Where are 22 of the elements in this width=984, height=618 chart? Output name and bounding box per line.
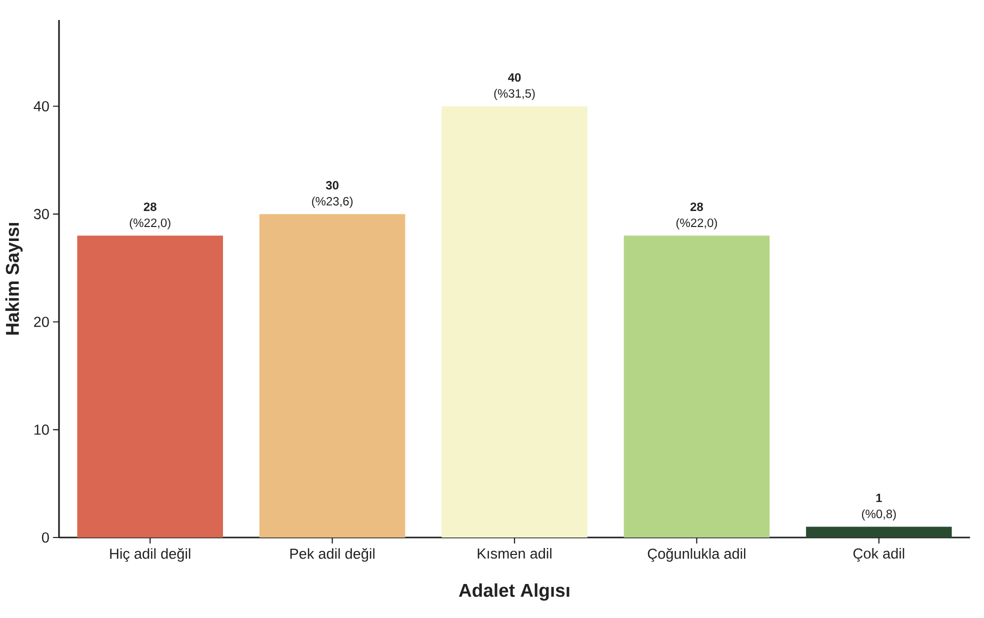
x-tick-label: Çoğunlukla adil bbox=[648, 548, 746, 562]
y-tick-label: 40 bbox=[34, 101, 49, 112]
x-tick-label: Pek adil değil bbox=[290, 548, 374, 562]
bar bbox=[77, 236, 223, 538]
bar bbox=[259, 214, 406, 538]
x-tick-label: Çok adil bbox=[853, 548, 904, 562]
x-tick-label: Kısmen adil bbox=[478, 548, 552, 559]
bar bbox=[624, 236, 770, 538]
y-tick-label: 20 bbox=[34, 316, 49, 328]
data-label: 28 (%22,0) bbox=[130, 202, 170, 230]
y-axis-title: Hakim Sayısı bbox=[5, 223, 23, 335]
data-label: 30 (%23,6) bbox=[312, 181, 353, 208]
bar bbox=[442, 106, 588, 538]
x-tick-label: Hiç adil değil bbox=[110, 548, 190, 562]
y-tick-label: 10 bbox=[34, 424, 49, 435]
x-axis-title: Adalet Algısı bbox=[458, 583, 570, 601]
y-tick-label: 0 bbox=[42, 532, 49, 543]
data-label: 28 (%22,0) bbox=[676, 202, 717, 230]
bar bbox=[806, 526, 952, 538]
data-label: 1 (%0,8) bbox=[862, 494, 896, 521]
y-tick-label: 30 bbox=[34, 208, 49, 220]
data-label: 40 (%31,5) bbox=[494, 73, 535, 100]
